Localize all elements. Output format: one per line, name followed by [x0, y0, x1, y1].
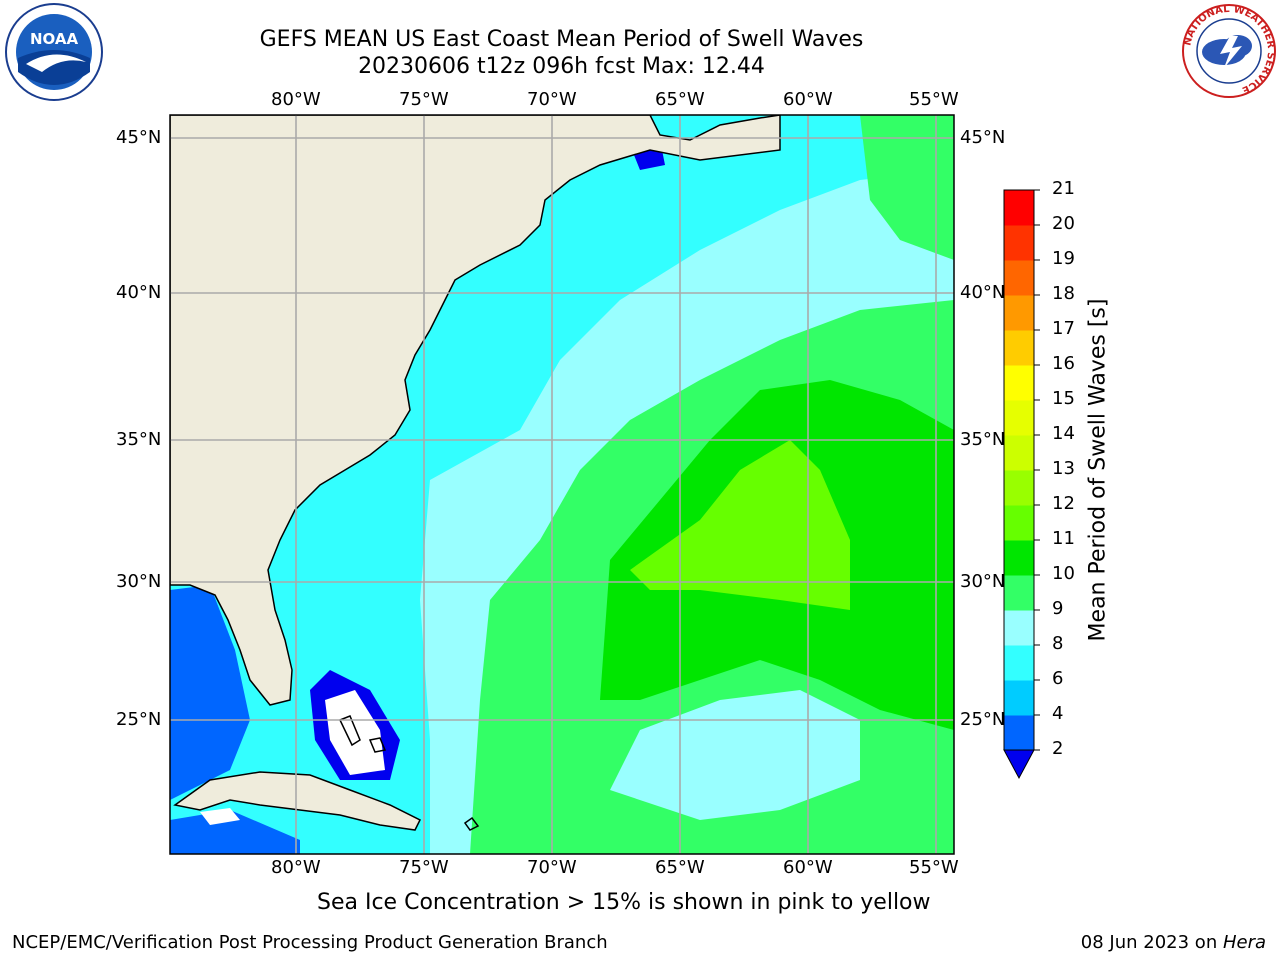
- noaa-logo: NOAA: [5, 3, 103, 101]
- lat-label-left: 30°N: [116, 571, 162, 592]
- lon-label-top: 70°W: [527, 89, 577, 110]
- lon-label-top: 75°W: [399, 89, 449, 110]
- colorbar-tick-label: 18: [1052, 283, 1075, 304]
- colorbar-under-arrow: [1003, 749, 1035, 780]
- colorbar-band: [1004, 470, 1034, 506]
- lat-label-right: 30°N: [960, 571, 1006, 592]
- colorbar-tick-label: 19: [1052, 248, 1075, 269]
- noaa-logo-text: NOAA: [30, 30, 79, 48]
- footer-date-text: 08 Jun 2023 on: [1080, 932, 1223, 953]
- lat-label-left: 45°N: [116, 127, 162, 148]
- map-field: [170, 115, 954, 854]
- nws-logo: NATIONAL WEATHER SERVICE: [1182, 4, 1276, 98]
- colorbar-tick-label: 17: [1052, 318, 1075, 339]
- lon-label-bottom: 70°W: [527, 857, 577, 878]
- colorbar-tick-label: 15: [1052, 388, 1075, 409]
- colorbar-tick-label: 2: [1052, 738, 1064, 759]
- colorbar: [1003, 189, 1040, 780]
- lon-label-top: 55°W: [909, 89, 959, 110]
- colorbar-band: [1004, 435, 1034, 471]
- lon-label-top: 80°W: [271, 89, 321, 110]
- footer-host: Hera: [1222, 932, 1266, 953]
- land-cuba: [173, 771, 422, 831]
- colorbar-band: [1004, 365, 1034, 401]
- colorbar-band: [1004, 295, 1034, 331]
- colorbar-band: [1004, 260, 1034, 296]
- colorbar-tick-label: 13: [1052, 458, 1075, 479]
- colorbar-tick-label: 10: [1052, 563, 1075, 584]
- lon-label-bottom: 60°W: [783, 857, 833, 878]
- colorbar-band: [1004, 400, 1034, 436]
- footer-credit: NCEP/EMC/Verification Post Processing Pr…: [12, 932, 608, 953]
- colorbar-tick-label: 14: [1052, 423, 1075, 444]
- lat-label-right: 35°N: [960, 429, 1006, 450]
- gridlines: [170, 115, 954, 854]
- colorbar-tick-label: 8: [1052, 633, 1064, 654]
- colorbar-band: [1004, 190, 1034, 226]
- colorbar-band: [1004, 575, 1034, 611]
- colorbar-band: [1004, 505, 1034, 541]
- map-subtitle: 20230606 t12z 096h fcst Max: 12.44: [358, 54, 765, 79]
- colorbar-tick-label: 20: [1052, 213, 1075, 234]
- colorbar-tick-label: 9: [1052, 598, 1064, 619]
- colorbar-band: [1004, 540, 1034, 576]
- colorbar-band: [1004, 645, 1034, 681]
- colorbar-label: Mean Period of Swell Waves [s]: [1085, 298, 1111, 642]
- lat-label-right: 25°N: [960, 709, 1006, 730]
- lon-label-bottom: 55°W: [909, 857, 959, 878]
- colorbar-tick-label: 6: [1052, 668, 1064, 689]
- colorbar-tick-label: 21: [1052, 178, 1075, 199]
- colorbar-band: [1004, 715, 1034, 751]
- lon-label-bottom: 75°W: [399, 857, 449, 878]
- colorbar-band: [1004, 610, 1034, 646]
- lat-label-right: 40°N: [960, 282, 1006, 303]
- map-frame: [169, 114, 955, 855]
- lon-label-bottom: 65°W: [655, 857, 705, 878]
- lat-label-left: 40°N: [116, 282, 162, 303]
- colorbar-band: [1004, 225, 1034, 261]
- lat-label-left: 25°N: [116, 709, 162, 730]
- lon-label-top: 65°W: [655, 89, 705, 110]
- colorbar-tick-label: 11: [1052, 528, 1075, 549]
- lat-label-left: 35°N: [116, 429, 162, 450]
- sea-ice-note: Sea Ice Concentration > 15% is shown in …: [317, 890, 931, 915]
- colorbar-band: [1004, 330, 1034, 366]
- colorbar-tick-label: 16: [1052, 353, 1075, 374]
- colorbar-band: [1004, 680, 1034, 716]
- colorbar-tick-label: 4: [1052, 703, 1064, 724]
- map-title: GEFS MEAN US East Coast Mean Period of S…: [259, 27, 864, 52]
- colorbar-tick-label: 12: [1052, 493, 1075, 514]
- lon-label-bottom: 80°W: [271, 857, 321, 878]
- lat-label-right: 45°N: [960, 127, 1006, 148]
- lon-label-top: 60°W: [783, 89, 833, 110]
- footer-date: 08 Jun 2023 on Hera: [1081, 932, 1266, 953]
